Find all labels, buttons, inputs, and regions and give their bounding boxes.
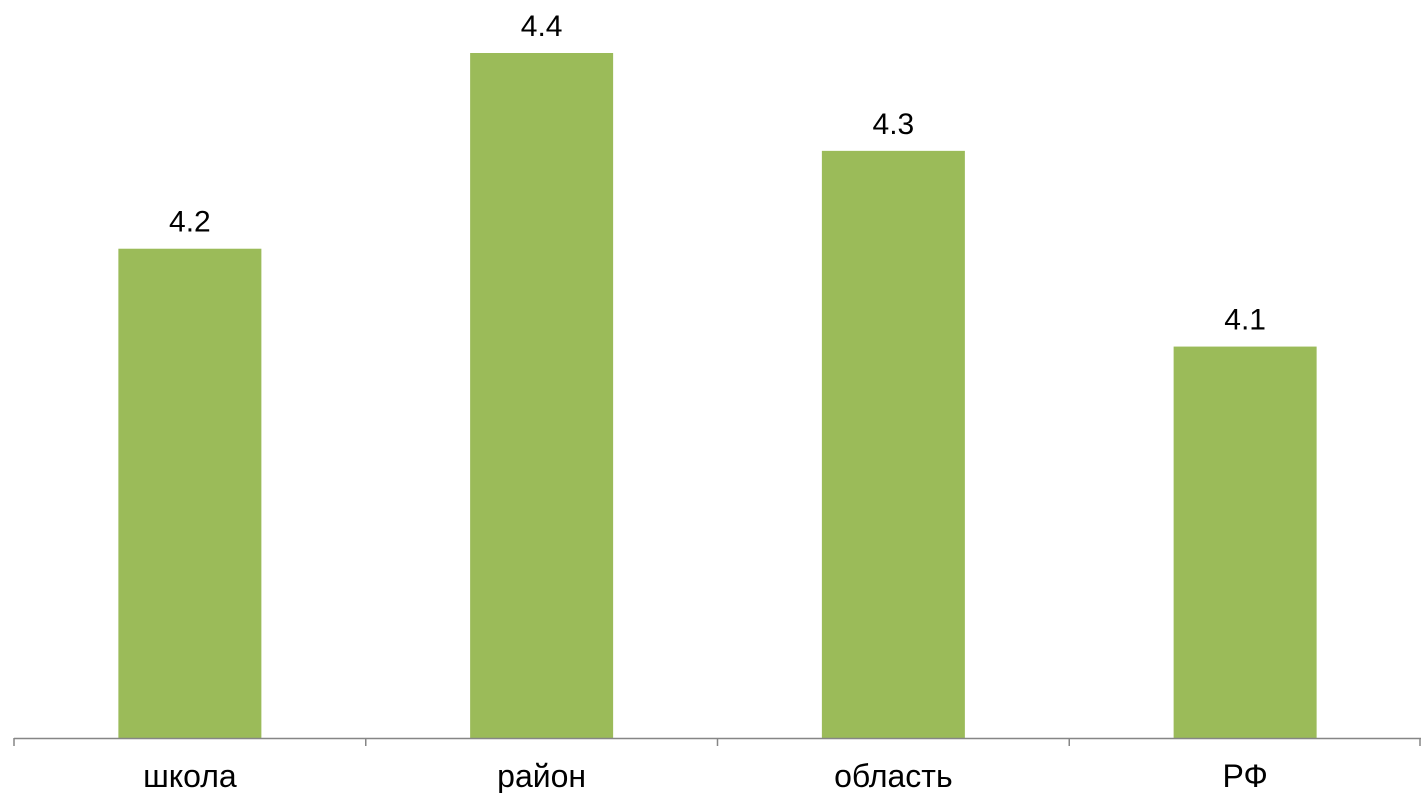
bars-layer (118, 53, 1317, 738)
bar-0 (118, 248, 262, 738)
bar-2 (821, 150, 965, 738)
x-axis: школа район область РФ (13, 737, 1421, 794)
x-tick-label-3: РФ (1222, 758, 1267, 793)
bar-3 (1173, 346, 1317, 738)
x-tick-label-1: район (497, 758, 586, 793)
data-label-0: 4.2 (169, 206, 211, 239)
data-labels-layer: 4.2 4.4 4.3 4.1 (169, 10, 1266, 337)
data-label-1: 4.4 (521, 10, 563, 43)
x-tick-label-2: область (834, 758, 952, 793)
data-label-2: 4.3 (873, 108, 915, 141)
data-label-3: 4.1 (1224, 304, 1266, 337)
bar-1 (470, 53, 614, 738)
x-tick-label-0: школа (143, 758, 237, 793)
